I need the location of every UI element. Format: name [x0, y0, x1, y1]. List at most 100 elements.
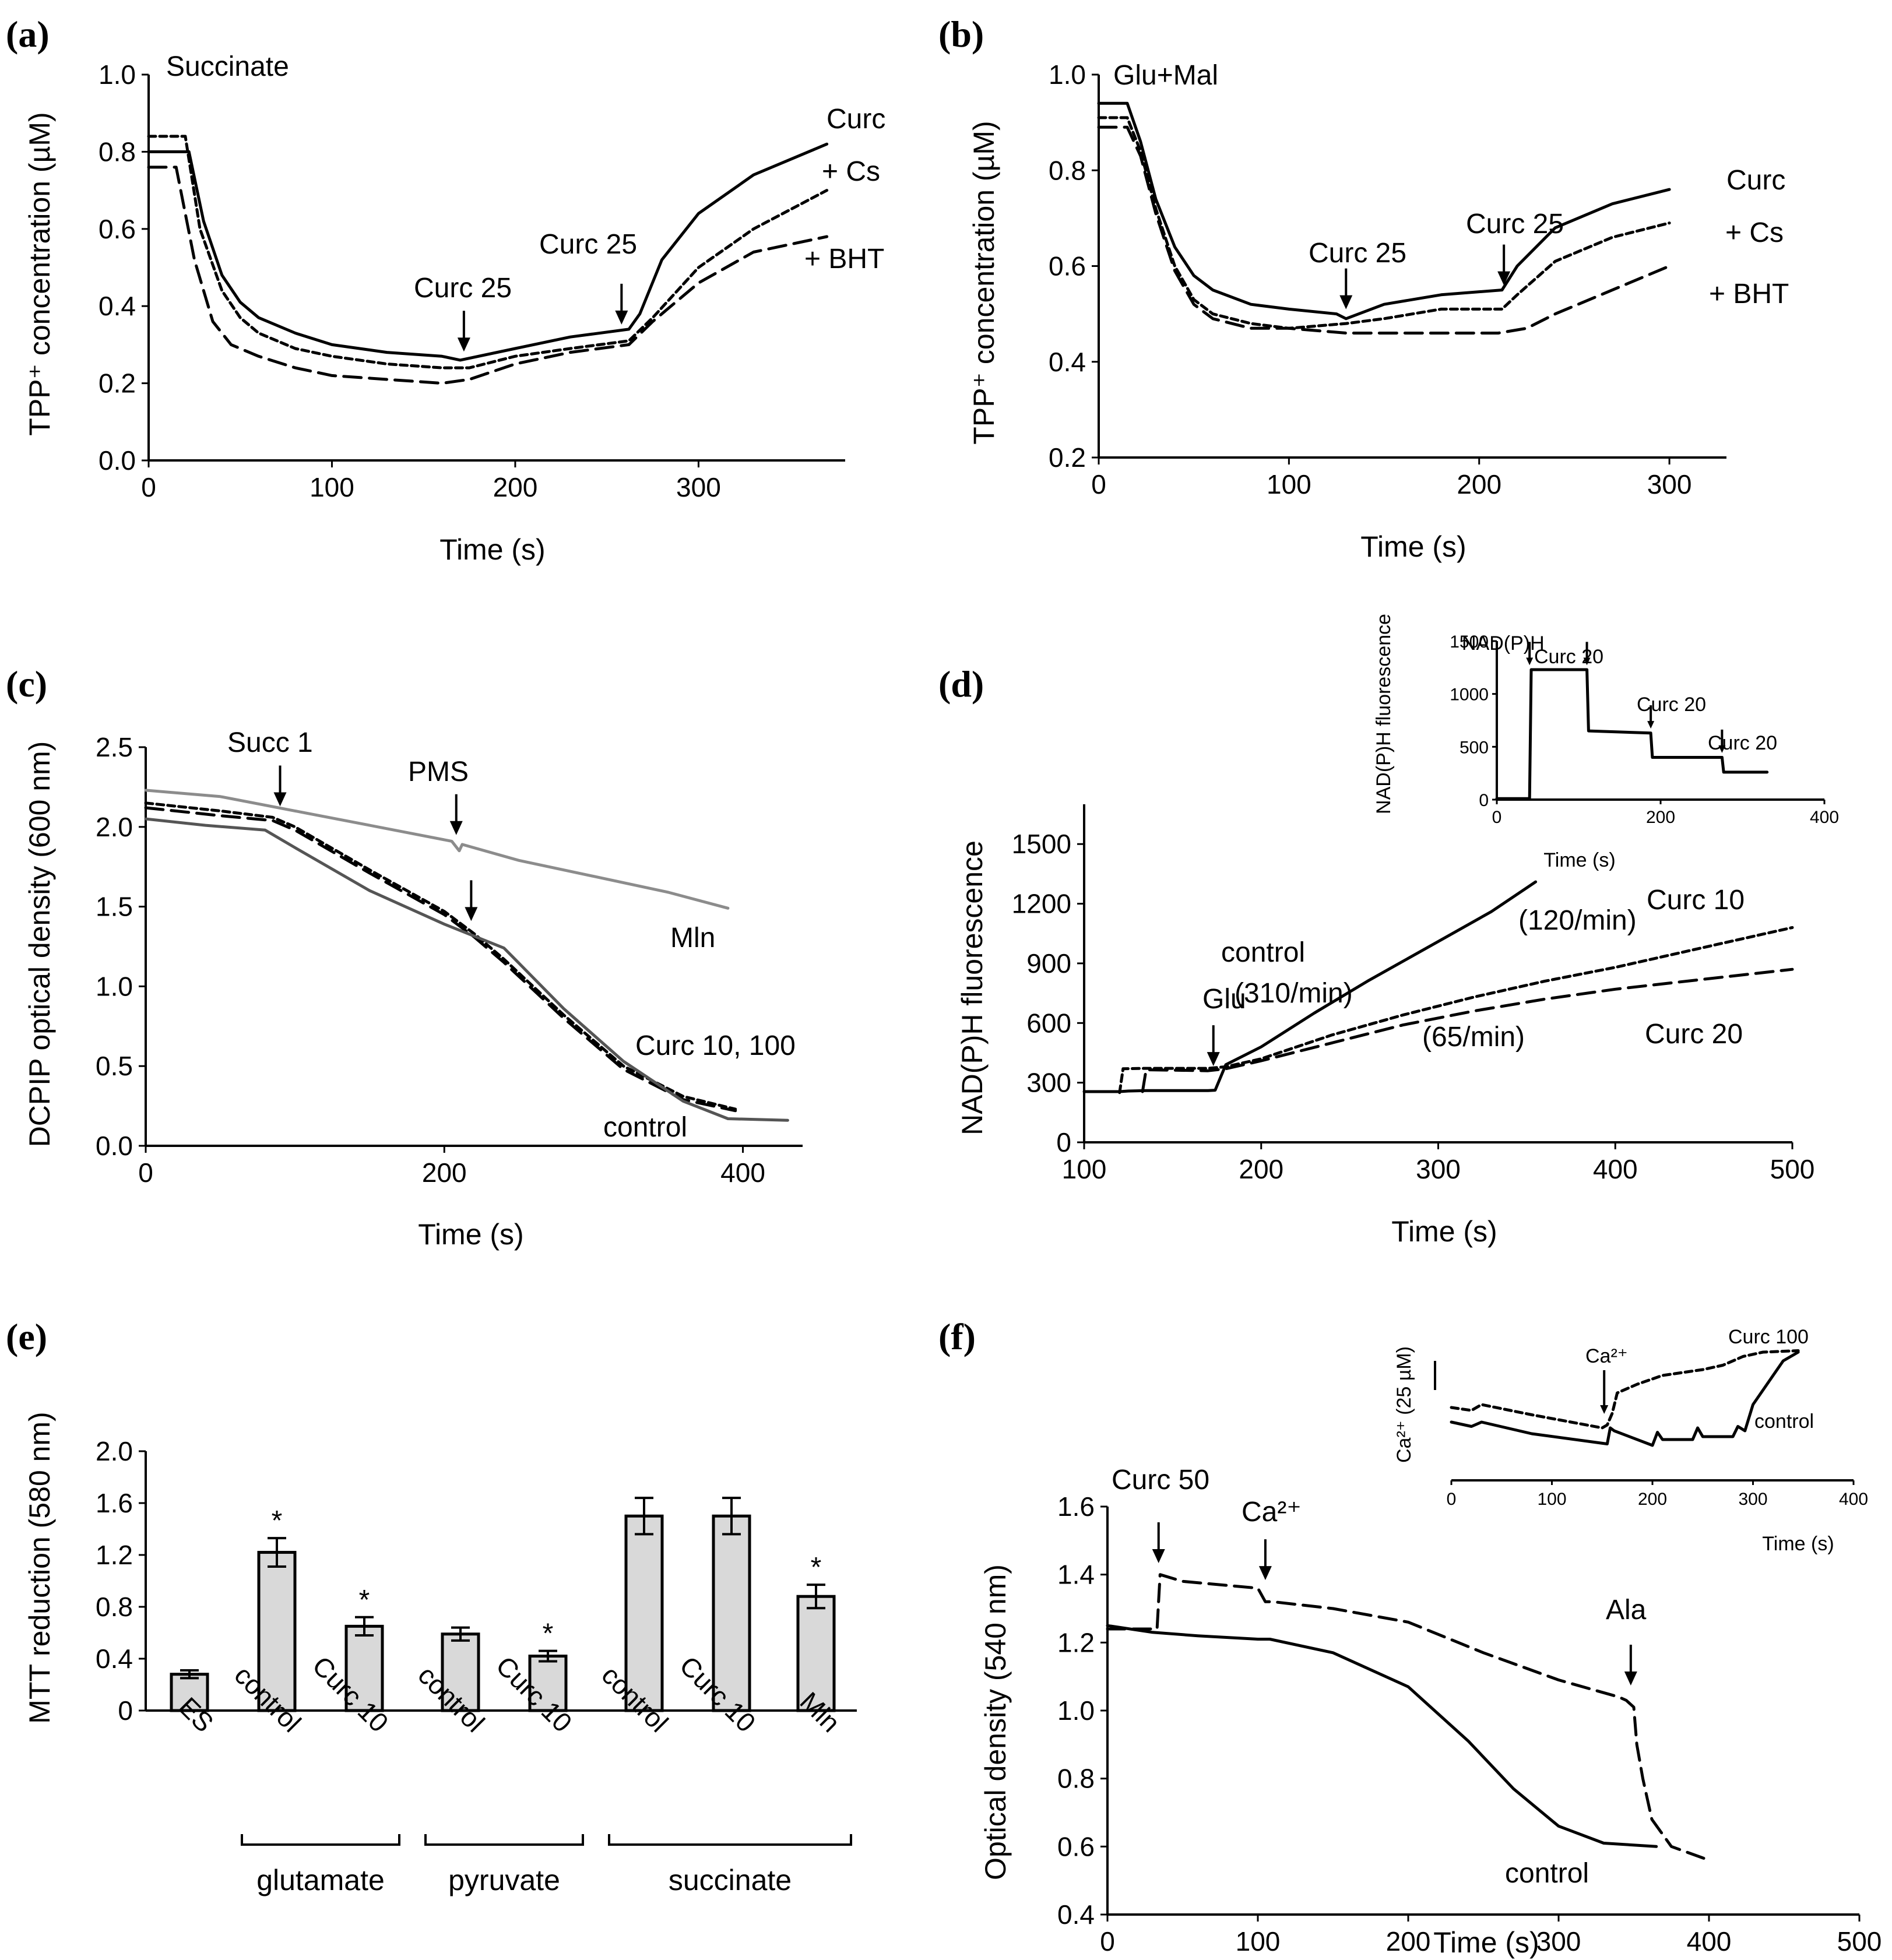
xtick-label-d: 500 — [1770, 1154, 1815, 1184]
panel-label-e: (e) — [6, 1316, 47, 1357]
series-line-c-curc-10 — [144, 801, 737, 1111]
inset-f: 0 100 200 300 400 — [1434, 1349, 1868, 1509]
ytick-label-b: 0.6 — [1049, 251, 1086, 281]
substrate-label-b: Glu+Mal — [1113, 60, 1218, 91]
arrowhead-d-0 — [1207, 1052, 1220, 1067]
ytick-label-f: 0.4 — [1057, 1899, 1095, 1930]
xtick-label-c: 0 — [138, 1157, 153, 1188]
xtick-label-b: 100 — [1267, 469, 1311, 499]
series-label-c-control: control — [603, 1112, 687, 1143]
ytick-label-e: 0 — [118, 1695, 133, 1726]
series-line-a--cs — [147, 135, 829, 370]
ytick-label-d: 600 — [1026, 1008, 1071, 1038]
inset-ytick-label-d: 500 — [1460, 738, 1489, 757]
series-label-d-curc20: Curc 20 — [1645, 1019, 1743, 1050]
series-line-a--bht — [147, 166, 829, 385]
inset-arrowhead-d-3 — [1718, 745, 1726, 753]
arrowhead-b-0 — [1339, 295, 1353, 309]
arrow-label-b-2: Curc 25 — [1466, 209, 1564, 240]
series-label-b-bht: + BHT — [1709, 279, 1789, 309]
inset-arrow-label-d-1: NAD(P)H — [1462, 632, 1545, 654]
bar-e — [528, 1655, 568, 1712]
panel-e: (e) 00.40.81.21.62.0ES*control*Curc 10 co… — [6, 1316, 857, 1896]
ytick-label-c: 2.0 — [96, 812, 133, 842]
arrow-label-f-curc: Curc 50 — [1112, 1465, 1209, 1495]
arrowhead-a-0 — [457, 337, 470, 352]
xlabel-d: Time (s) — [1391, 1215, 1497, 1248]
ytick-label-d: 0 — [1056, 1127, 1071, 1157]
series-label-a-cs: + Cs — [822, 156, 880, 187]
plot-e: 00.40.81.21.62.0ES*control*Curc 10 contro… — [96, 1436, 857, 1896]
inset-arrow-label-d-2: Curc 20 — [1534, 646, 1603, 668]
panel-label-c: (c) — [6, 663, 47, 705]
inset-ytick-label-d: 0 — [1479, 791, 1489, 810]
inset-xtick-label-d: 0 — [1492, 808, 1502, 827]
panel-b: (b) Glu+Mal 0.2 0.4 0.6 0.8 1.0 0 100 200 300 Ti… — [938, 13, 1789, 563]
arrowhead-c-1 — [449, 821, 463, 835]
panel-label-d: (d) — [938, 663, 984, 705]
panel-a: (a) Succinate 0.0 0.2 0.4 0.6 0.8 1.0 0 100 200 3… — [6, 13, 885, 566]
xtick-label-f: 200 — [1386, 1926, 1431, 1957]
ytick-label-a: 0.8 — [99, 136, 136, 167]
ytick-label-d: 300 — [1026, 1068, 1071, 1098]
arrowhead-f-0 — [1152, 1549, 1165, 1563]
series-line-b--cs — [1097, 116, 1671, 330]
arrow-label-f-ca: Ca²⁺ — [1242, 1497, 1302, 1528]
panel-f: (f) 0.4 0.6 0.8 1.0 1.2 1.4 1.6 0 100 200 300 400 50… — [938, 1316, 1882, 1959]
ytick-label-c: 2.5 — [96, 732, 133, 762]
xtick-label-f: 0 — [1100, 1926, 1115, 1957]
series-line-c-control — [144, 817, 789, 1122]
inset-ylabel-f: Ca²⁺ (25 µM) — [1393, 1346, 1415, 1463]
plot-c: 0.0 0.5 1.0 1.5 2.0 2.5 0 200 400 — [96, 732, 803, 1188]
xtick-label-f: 500 — [1837, 1926, 1882, 1957]
xtick-label-c: 200 — [422, 1157, 467, 1188]
ytick-label-f: 1.2 — [1057, 1627, 1095, 1658]
panel-label-b: (b) — [938, 13, 984, 55]
panel-label-f: (f) — [938, 1316, 976, 1357]
rate-label-d-curc20: (65/min) — [1422, 1022, 1525, 1053]
ylabel-a: TPP⁺ concentration (µM) — [23, 112, 56, 435]
inset-xtick-label-f: 200 — [1638, 1490, 1667, 1509]
arrow-label-f-ala: Ala — [1606, 1595, 1647, 1625]
significance-star-e: * — [811, 1552, 822, 1583]
arrow-label-a-1: Curc 25 — [414, 273, 512, 304]
series-label-b-curc: Curc — [1726, 165, 1785, 196]
panel-d: (d) 0 300 600 900 1200 1500 100 200 300 400 500 Ti… — [938, 614, 1839, 1248]
series-label-f-control: control — [1505, 1858, 1589, 1889]
series-label-b-cs: + Cs — [1725, 217, 1784, 248]
inset-ytick-label-d: 1000 — [1450, 685, 1489, 705]
inset-series-label-f-curc: Curc 100 — [1728, 1326, 1809, 1348]
series-label-a-curc: Curc — [827, 104, 885, 135]
ylabel-e: MTT reduction (580 nm) — [23, 1412, 56, 1723]
arrowhead-f-2 — [1624, 1672, 1637, 1685]
series-label-c-mln: Mln — [670, 923, 715, 953]
rate-label-d-curc10: (120/min) — [1518, 905, 1637, 936]
ytick-label-e: 0.4 — [96, 1644, 133, 1674]
inset-xtick-label-f: 400 — [1839, 1490, 1868, 1509]
series-line-b-curc — [1097, 101, 1671, 321]
ytick-label-a: 1.0 — [99, 59, 136, 90]
group-bracket-e — [424, 1834, 584, 1846]
inset-arrowhead-f-0 — [1600, 1405, 1609, 1414]
inset-xtick-label-f: 100 — [1537, 1490, 1566, 1509]
ylabel-c: DCPIP optical density (600 nm) — [23, 741, 56, 1148]
inset-arrow-label-d-4: Curc 20 — [1708, 732, 1777, 754]
inset-arrowhead-d-1 — [1583, 657, 1591, 666]
xtick-label-f: 300 — [1536, 1926, 1581, 1957]
arrow-label-a-2: Curc 25 — [539, 229, 637, 260]
xtick-label-f: 100 — [1236, 1926, 1281, 1957]
inset-arrow-label-d-3: Curc 20 — [1637, 694, 1706, 716]
xlabel-b: Time (s) — [1360, 530, 1466, 563]
xtick-label-b: 0 — [1091, 469, 1106, 499]
ytick-label-e: 2.0 — [96, 1436, 133, 1466]
ytick-label-d: 1500 — [1012, 829, 1071, 859]
inset-series-line-f-curc-100 — [1450, 1349, 1800, 1430]
ytick-label-d: 1200 — [1012, 889, 1071, 919]
xtick-label-a: 200 — [493, 472, 538, 502]
inset-xtick-label-d: 400 — [1810, 808, 1839, 827]
xtick-label-b: 200 — [1457, 469, 1501, 499]
ytick-label-a: 0.0 — [99, 445, 136, 476]
inset-xtick-label-f: 0 — [1447, 1490, 1457, 1509]
ytick-label-e: 1.6 — [96, 1488, 133, 1518]
xtick-label-d: 300 — [1416, 1154, 1461, 1184]
